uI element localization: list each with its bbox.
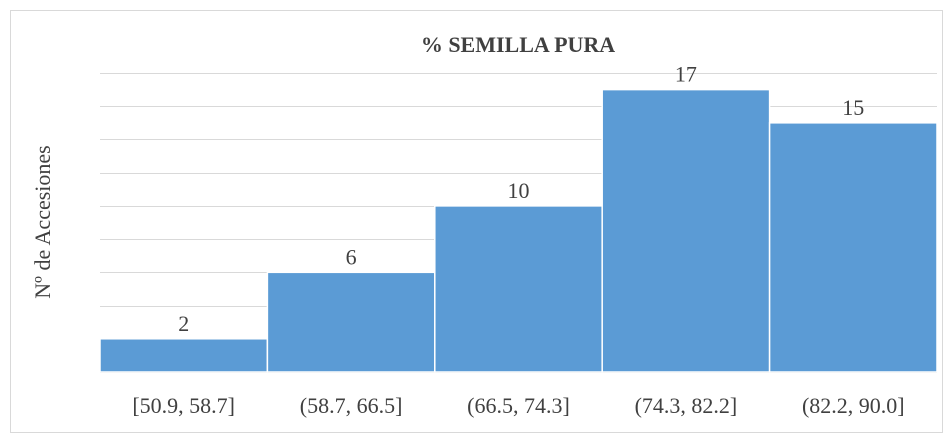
x-tick-label: (74.3, 82.2] (635, 393, 738, 418)
bar (601, 88, 771, 373)
x-tick-label: (82.2, 90.0] (802, 393, 905, 418)
x-tick-label: (58.7, 66.5] (300, 393, 403, 418)
data-label: 6 (346, 244, 357, 269)
bar (266, 271, 436, 373)
data-label: 10 (508, 178, 530, 203)
x-tick-label: (66.5, 74.3] (467, 393, 570, 418)
data-label: 15 (842, 95, 864, 120)
data-label: 17 (675, 62, 697, 87)
x-tick-label: [50.9, 58.7] (132, 393, 235, 418)
chart-title: % SEMILLA PURA (421, 32, 615, 57)
bar (434, 205, 603, 373)
data-label: 2 (178, 311, 189, 336)
y-axis-label: Nº de Accesiones (30, 145, 55, 298)
bar (768, 122, 938, 373)
bar (99, 338, 269, 373)
